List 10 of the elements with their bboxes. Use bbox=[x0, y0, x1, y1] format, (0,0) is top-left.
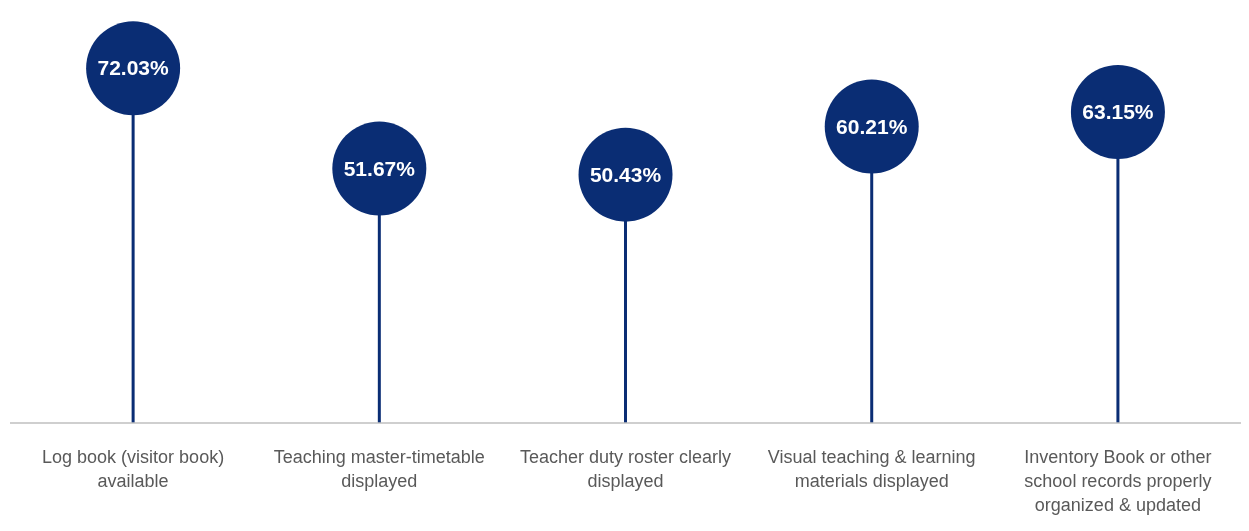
x-tick-label: Visual teaching & learning materials displayed bbox=[767, 447, 976, 491]
x-tick-label: Teacher duty roster clearly displayed bbox=[519, 447, 732, 491]
data-label: 60.21% bbox=[836, 114, 908, 138]
x-tick-label: Inventory Book or other school records properly organized & updated bbox=[1024, 447, 1212, 515]
data-label: 50.43% bbox=[589, 162, 662, 186]
x-tick-label: Teaching master-timetable displayed bbox=[273, 447, 485, 491]
data-label: 51.67% bbox=[343, 156, 416, 180]
data-label: 63.15% bbox=[1082, 100, 1154, 124]
x-tick-label: Log book (visitor book) available bbox=[42, 447, 225, 491]
data-label: 72.03% bbox=[97, 56, 170, 80]
